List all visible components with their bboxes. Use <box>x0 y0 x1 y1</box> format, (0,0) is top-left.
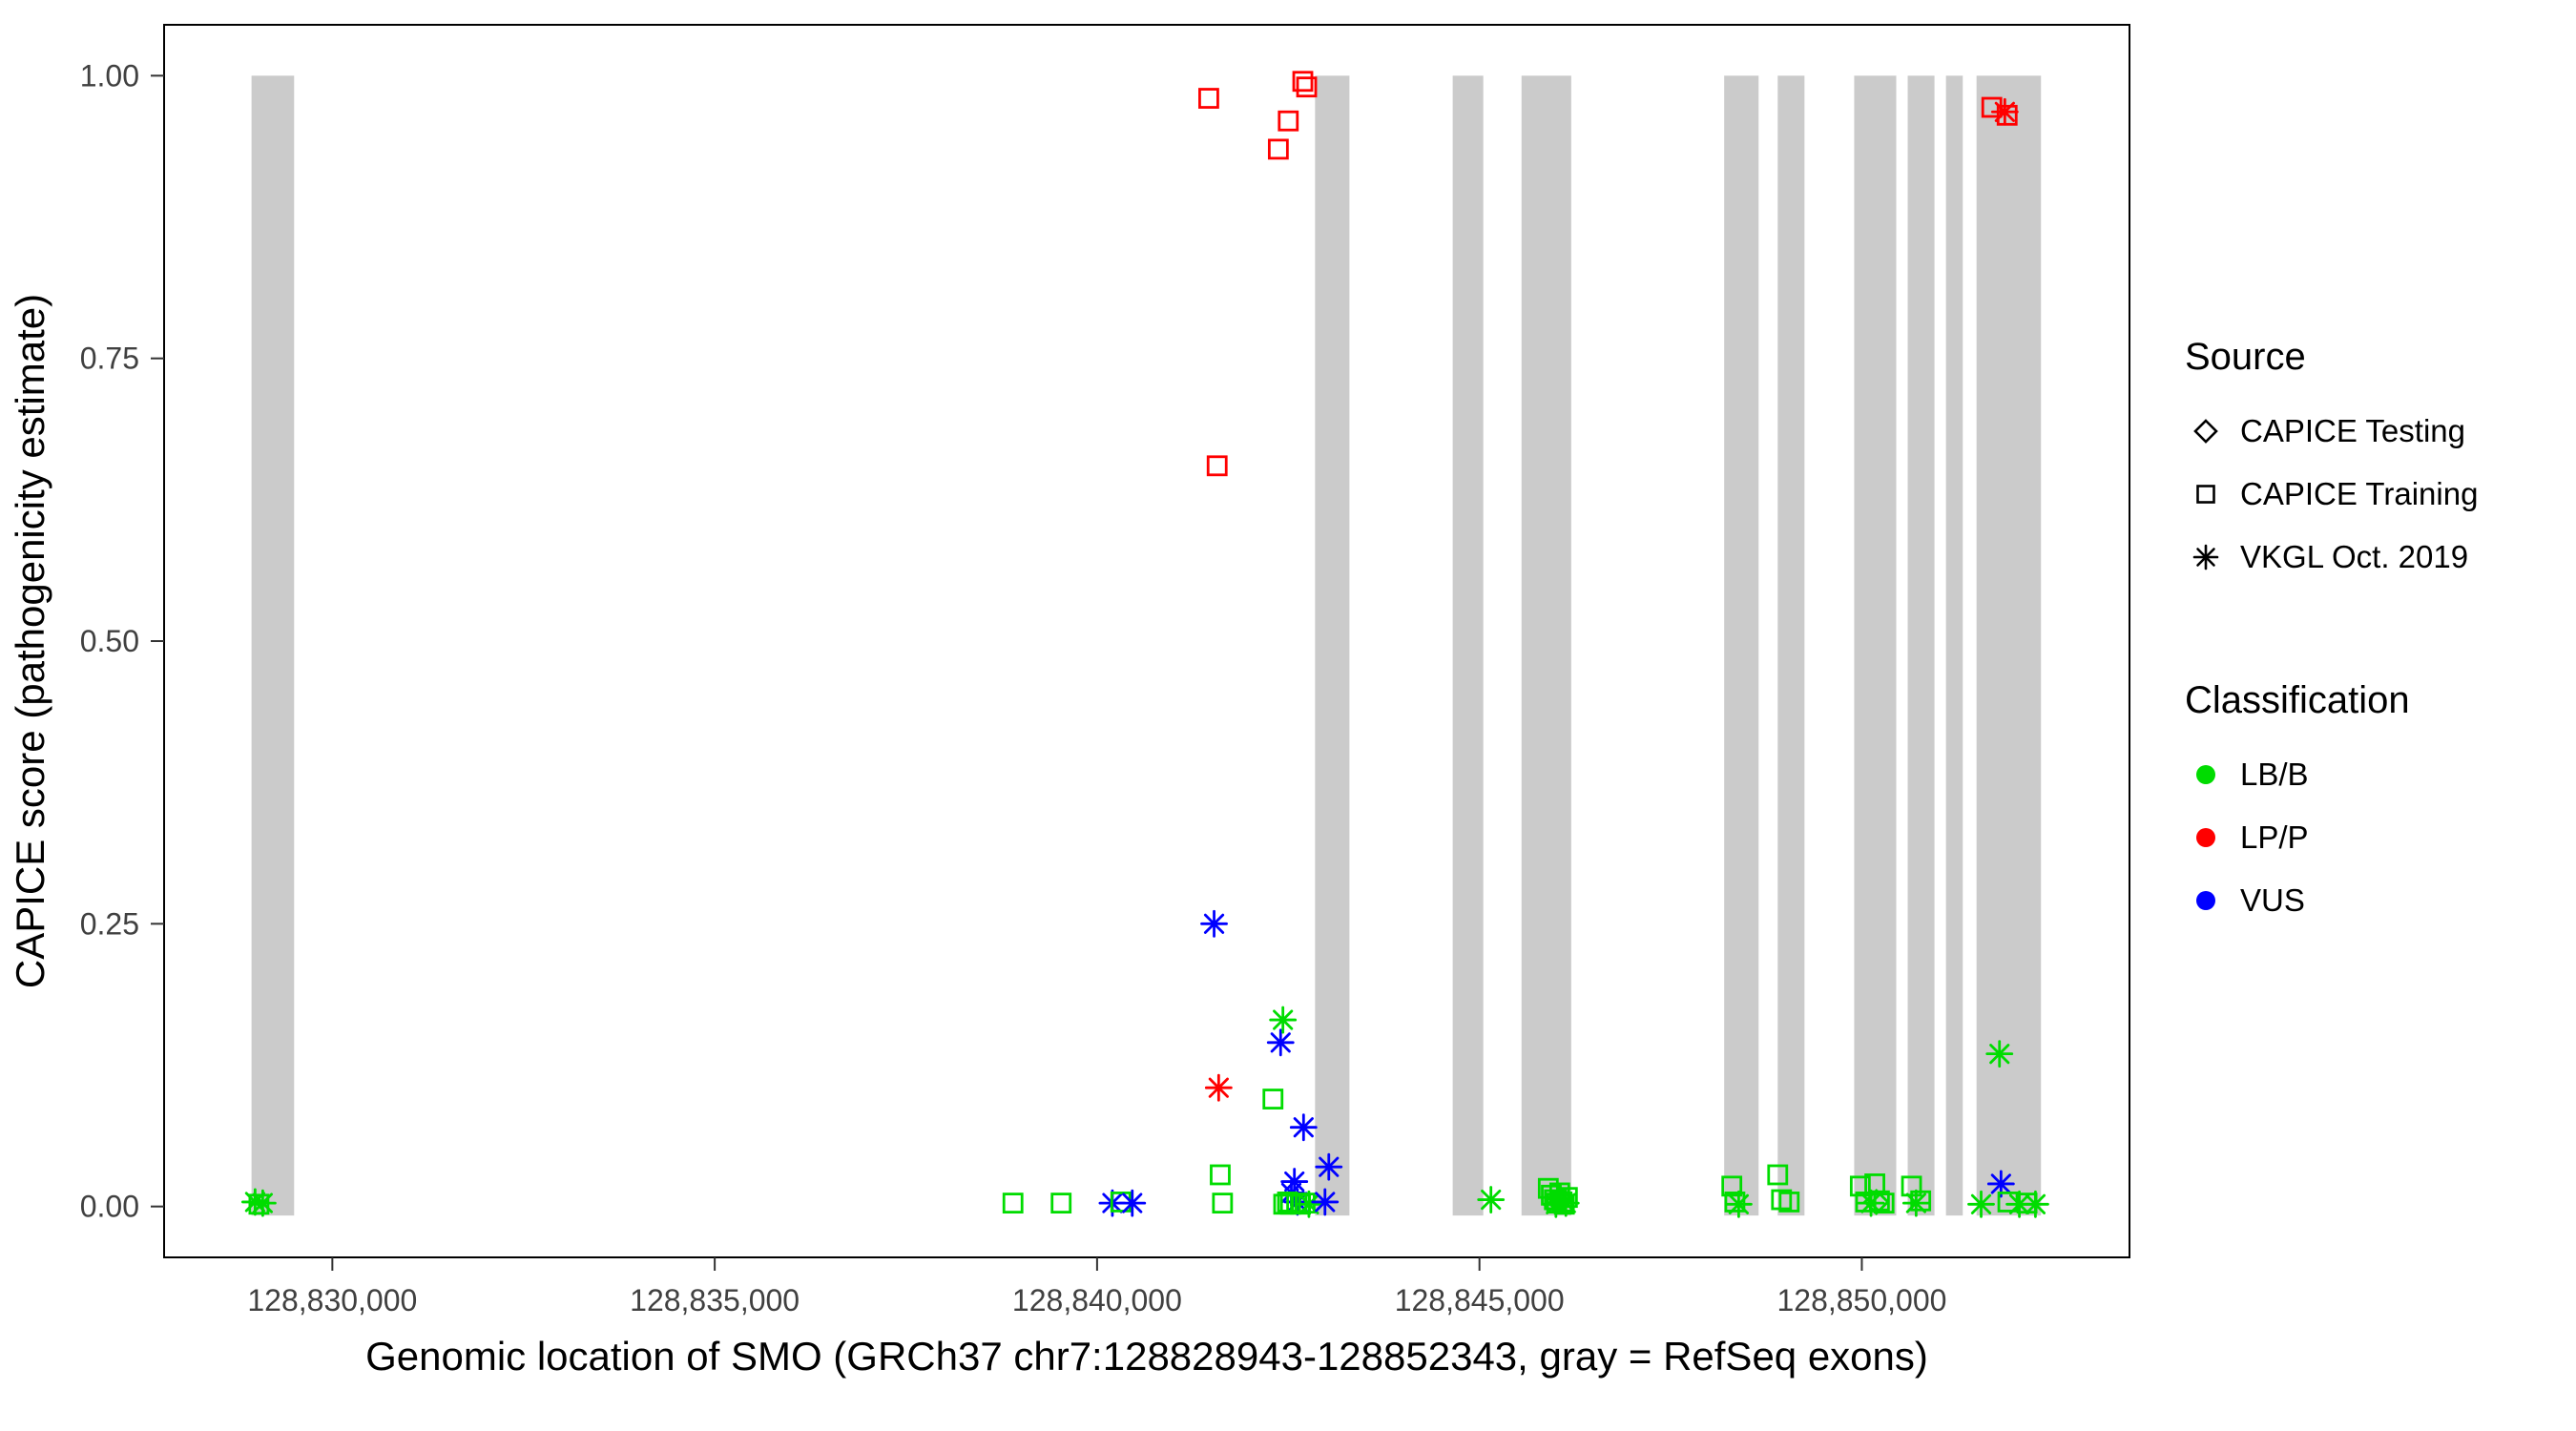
data-point-square <box>1296 76 1318 98</box>
x-tick-label: 128,845,000 <box>1395 1283 1565 1317</box>
legend-item-capice-training: CAPICE Training <box>2185 463 2478 526</box>
data-point-asterisk <box>1280 1168 1309 1195</box>
legend-item-vus: VUS <box>2185 869 2478 932</box>
data-point-asterisk <box>1990 97 2019 126</box>
exon-bar <box>1724 75 1759 1216</box>
data-point-square <box>1873 1192 1895 1214</box>
legend-label: LP/P <box>2240 819 2309 855</box>
asterisk-icon <box>2185 536 2227 578</box>
exon-bar <box>1976 75 2042 1216</box>
data-point-square <box>1767 1164 1789 1186</box>
data-point-asterisk <box>249 1189 277 1217</box>
y-tick-label: 0.75 <box>80 342 139 376</box>
y-tick-label: 1.00 <box>80 58 139 93</box>
data-point-asterisk <box>1986 1170 2015 1198</box>
data-point-asterisk <box>1967 1190 1995 1218</box>
x-tick-label: 128,835,000 <box>630 1283 800 1317</box>
data-point-asterisk <box>1311 1188 1340 1216</box>
data-point-square <box>1262 1089 1284 1110</box>
data-point-asterisk <box>2022 1190 2049 1218</box>
circle-icon <box>2185 880 2227 922</box>
data-point-square <box>1556 1187 1578 1209</box>
legend-label: LB/B <box>2240 757 2309 792</box>
exon-bar <box>1452 75 1484 1216</box>
data-points <box>240 71 2049 1218</box>
data-point-square <box>1206 455 1228 477</box>
data-point-square <box>1721 1175 1743 1197</box>
x-axis-title: Genomic location of SMO (GRCh37 chr7:128… <box>365 1334 1928 1379</box>
x-tick-label: 128,840,000 <box>1012 1283 1182 1317</box>
exon-bar <box>1777 75 1805 1216</box>
x-tick-label: 128,830,000 <box>247 1283 417 1317</box>
y-tick-label: 0.25 <box>80 906 139 941</box>
data-point-asterisk <box>1266 1028 1295 1057</box>
legend-label: VKGL Oct. 2019 <box>2240 539 2469 574</box>
diamond-icon <box>2185 410 2227 452</box>
legend-classification-title: Classification <box>2185 679 2410 721</box>
legend-item-lp-p: LP/P <box>2185 806 2478 869</box>
y-tick-label: 0.00 <box>80 1190 139 1224</box>
data-point-asterisk <box>1985 1040 2014 1068</box>
legend-label: CAPICE Training <box>2240 476 2479 511</box>
circle-icon <box>2185 817 2227 859</box>
circle-icon <box>2185 754 2227 796</box>
data-point-square <box>1724 1192 1746 1213</box>
legend-item-vkgl-oct-2019: VKGL Oct. 2019 <box>2185 526 2478 589</box>
exon-bar <box>1907 75 1935 1216</box>
legend-source-items: CAPICE Testing CAPICE Training VKGL Oct. 2… <box>2185 400 2478 589</box>
legend: Source CAPICE Testing CAPICE Training VKGL… <box>2185 336 2478 932</box>
data-point-square <box>1996 104 2018 126</box>
data-point-square <box>1050 1192 1072 1214</box>
data-point-square <box>1278 110 1299 132</box>
data-point-asterisk <box>1269 1006 1298 1034</box>
data-point-asterisk <box>1295 1190 1323 1218</box>
data-point-asterisk <box>1200 909 1228 938</box>
data-point-asterisk <box>1118 1189 1147 1217</box>
data-point-asterisk <box>1477 1186 1506 1213</box>
x-axis: 128,830,000 128,835,000 128,840,000 128,845… <box>247 1257 1946 1317</box>
exon-bars <box>251 75 2042 1216</box>
exon-bar <box>1945 75 1963 1216</box>
exon-bar <box>1854 75 1897 1216</box>
y-tick-label: 0.50 <box>80 624 139 658</box>
legend-item-lb-b: LB/B <box>2185 743 2478 806</box>
data-point-square <box>1212 1192 1234 1214</box>
data-point-square <box>1210 1164 1231 1186</box>
data-point-square <box>1849 1175 1871 1197</box>
data-point-asterisk <box>1204 1073 1233 1102</box>
x-tick-label: 128,850,000 <box>1776 1283 1946 1317</box>
legend-item-capice-testing: CAPICE Testing <box>2185 400 2478 463</box>
data-point-square <box>1002 1192 1024 1214</box>
data-point-asterisk <box>1289 1113 1318 1142</box>
plot-panel-border <box>163 24 2130 1258</box>
data-point-square <box>1198 88 1219 109</box>
exon-bar <box>1315 75 1350 1216</box>
data-point-asterisk <box>1315 1152 1343 1181</box>
data-point-square <box>1292 71 1314 93</box>
legend-label: VUS <box>2240 882 2305 918</box>
y-axis: 0.00 0.25 0.50 0.75 1.00 <box>80 58 164 1224</box>
data-point-square <box>1868 1190 1890 1212</box>
data-point-asterisk <box>1901 1189 1930 1217</box>
legend-source-title: Source <box>2185 336 2306 378</box>
exon-bar <box>1521 75 1571 1216</box>
square-icon <box>2185 473 2227 515</box>
data-point-asterisk <box>1725 1190 1753 1218</box>
legend-classification-items: LB/B LP/P VUS <box>2185 743 2478 932</box>
exon-bar <box>251 75 295 1216</box>
data-point-square <box>1267 138 1289 160</box>
data-point-square <box>1778 1192 1800 1213</box>
legend-label: CAPICE Testing <box>2240 413 2465 448</box>
data-point-square <box>1910 1190 1932 1212</box>
y-axis-title: CAPICE score (pathogenicity estimate) <box>8 294 52 988</box>
data-point-square <box>1771 1189 1793 1211</box>
